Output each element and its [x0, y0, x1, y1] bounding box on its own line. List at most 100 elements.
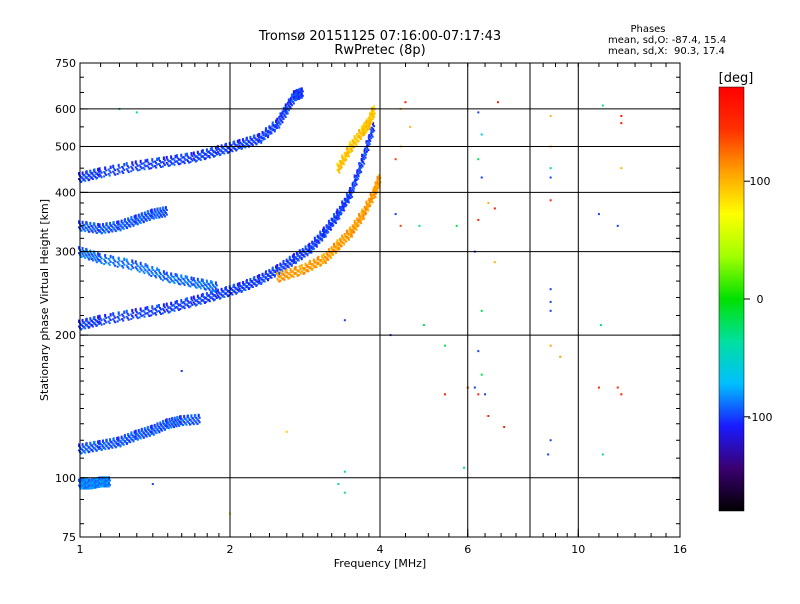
trace-point — [331, 222, 334, 225]
trace-point — [207, 150, 210, 153]
trace-point — [343, 232, 346, 235]
trace-point — [367, 135, 370, 138]
trace-point — [321, 255, 324, 258]
trace-point — [363, 150, 366, 153]
trace-point — [109, 483, 112, 486]
trace-point — [93, 486, 96, 489]
trace-point — [162, 271, 165, 274]
trace-point — [254, 279, 257, 282]
trace-point — [122, 223, 125, 226]
trace-point — [297, 269, 300, 272]
trace-point — [109, 171, 112, 174]
scatter-point — [601, 104, 604, 107]
trace-point — [239, 146, 242, 149]
trace-point — [365, 121, 368, 124]
trace-point — [172, 303, 175, 306]
trace-point — [300, 252, 303, 255]
trace-point — [233, 140, 236, 143]
trace-point — [319, 260, 322, 263]
trace-point — [343, 163, 346, 166]
trace-point — [275, 271, 278, 274]
trace-point — [304, 264, 307, 267]
trace-point — [337, 211, 340, 214]
trace-point — [287, 273, 290, 276]
trace-point — [162, 207, 165, 210]
trace-point — [158, 163, 161, 166]
trace-point — [188, 306, 191, 309]
trace-point — [149, 425, 152, 428]
scatter-point — [616, 224, 619, 227]
trace-point — [362, 126, 365, 129]
trace-point — [154, 426, 157, 429]
trace-point — [109, 256, 112, 259]
trace-point — [349, 231, 352, 234]
trace-point — [132, 435, 135, 438]
trace-point — [292, 254, 295, 257]
trace-point — [306, 254, 309, 257]
y-tick-label: 600 — [55, 103, 76, 116]
trace-point — [105, 222, 108, 225]
trace-point — [366, 117, 369, 120]
trace-point — [327, 221, 330, 224]
trace-point — [86, 445, 89, 448]
trace-point — [103, 263, 106, 266]
trace-point — [80, 480, 83, 483]
trace-point — [230, 292, 233, 295]
trace-point — [117, 437, 120, 440]
trace-point — [378, 175, 381, 178]
trace-point — [107, 320, 110, 323]
trace-point — [123, 435, 126, 438]
trace-point — [298, 89, 301, 92]
trace-point — [170, 161, 173, 164]
trace-point — [90, 324, 93, 327]
trace-point — [297, 95, 300, 98]
trace-point — [152, 161, 155, 164]
trace-point — [337, 216, 340, 219]
trace-point — [130, 221, 133, 224]
trace-point — [319, 232, 322, 235]
trace-point — [373, 115, 376, 118]
trace-point — [372, 186, 375, 189]
trace-point — [341, 204, 344, 207]
trace-point — [98, 439, 101, 442]
trace-point — [368, 202, 371, 205]
trace-point — [243, 144, 246, 147]
trace-point — [154, 430, 157, 433]
trace-point — [131, 167, 134, 170]
trace-point — [227, 146, 230, 149]
trace-point — [170, 421, 173, 424]
trace-point — [175, 299, 178, 302]
trace-point — [372, 192, 375, 195]
colorbar-label: [deg] — [719, 71, 754, 86]
trace-point — [348, 229, 351, 232]
trace-point — [341, 234, 344, 237]
trace-point — [354, 181, 357, 184]
trace-point — [78, 226, 80, 229]
trace-point — [320, 258, 323, 261]
trace-point — [332, 219, 335, 222]
trace-point — [200, 278, 203, 281]
trace-point — [134, 261, 137, 264]
trace-point — [283, 109, 286, 112]
trace-point — [211, 297, 214, 300]
trace-point — [107, 485, 110, 488]
trace-point — [378, 173, 381, 176]
trace-point — [273, 271, 276, 274]
trace-point — [217, 152, 220, 155]
trace-point — [364, 156, 367, 159]
trace-point — [281, 273, 284, 276]
trace-point — [322, 232, 325, 235]
trace-point — [94, 477, 97, 480]
trace-point — [199, 287, 202, 290]
trace-point — [113, 444, 116, 447]
trace-point — [186, 277, 189, 280]
trace-point — [109, 439, 112, 442]
trace-point — [311, 264, 314, 267]
scatter-point — [601, 453, 604, 456]
trace-point — [86, 251, 89, 254]
trace-point — [187, 155, 190, 158]
trace-point — [197, 280, 200, 283]
trace-point — [371, 114, 374, 117]
trace-point — [306, 248, 309, 251]
trace-point — [337, 246, 340, 249]
